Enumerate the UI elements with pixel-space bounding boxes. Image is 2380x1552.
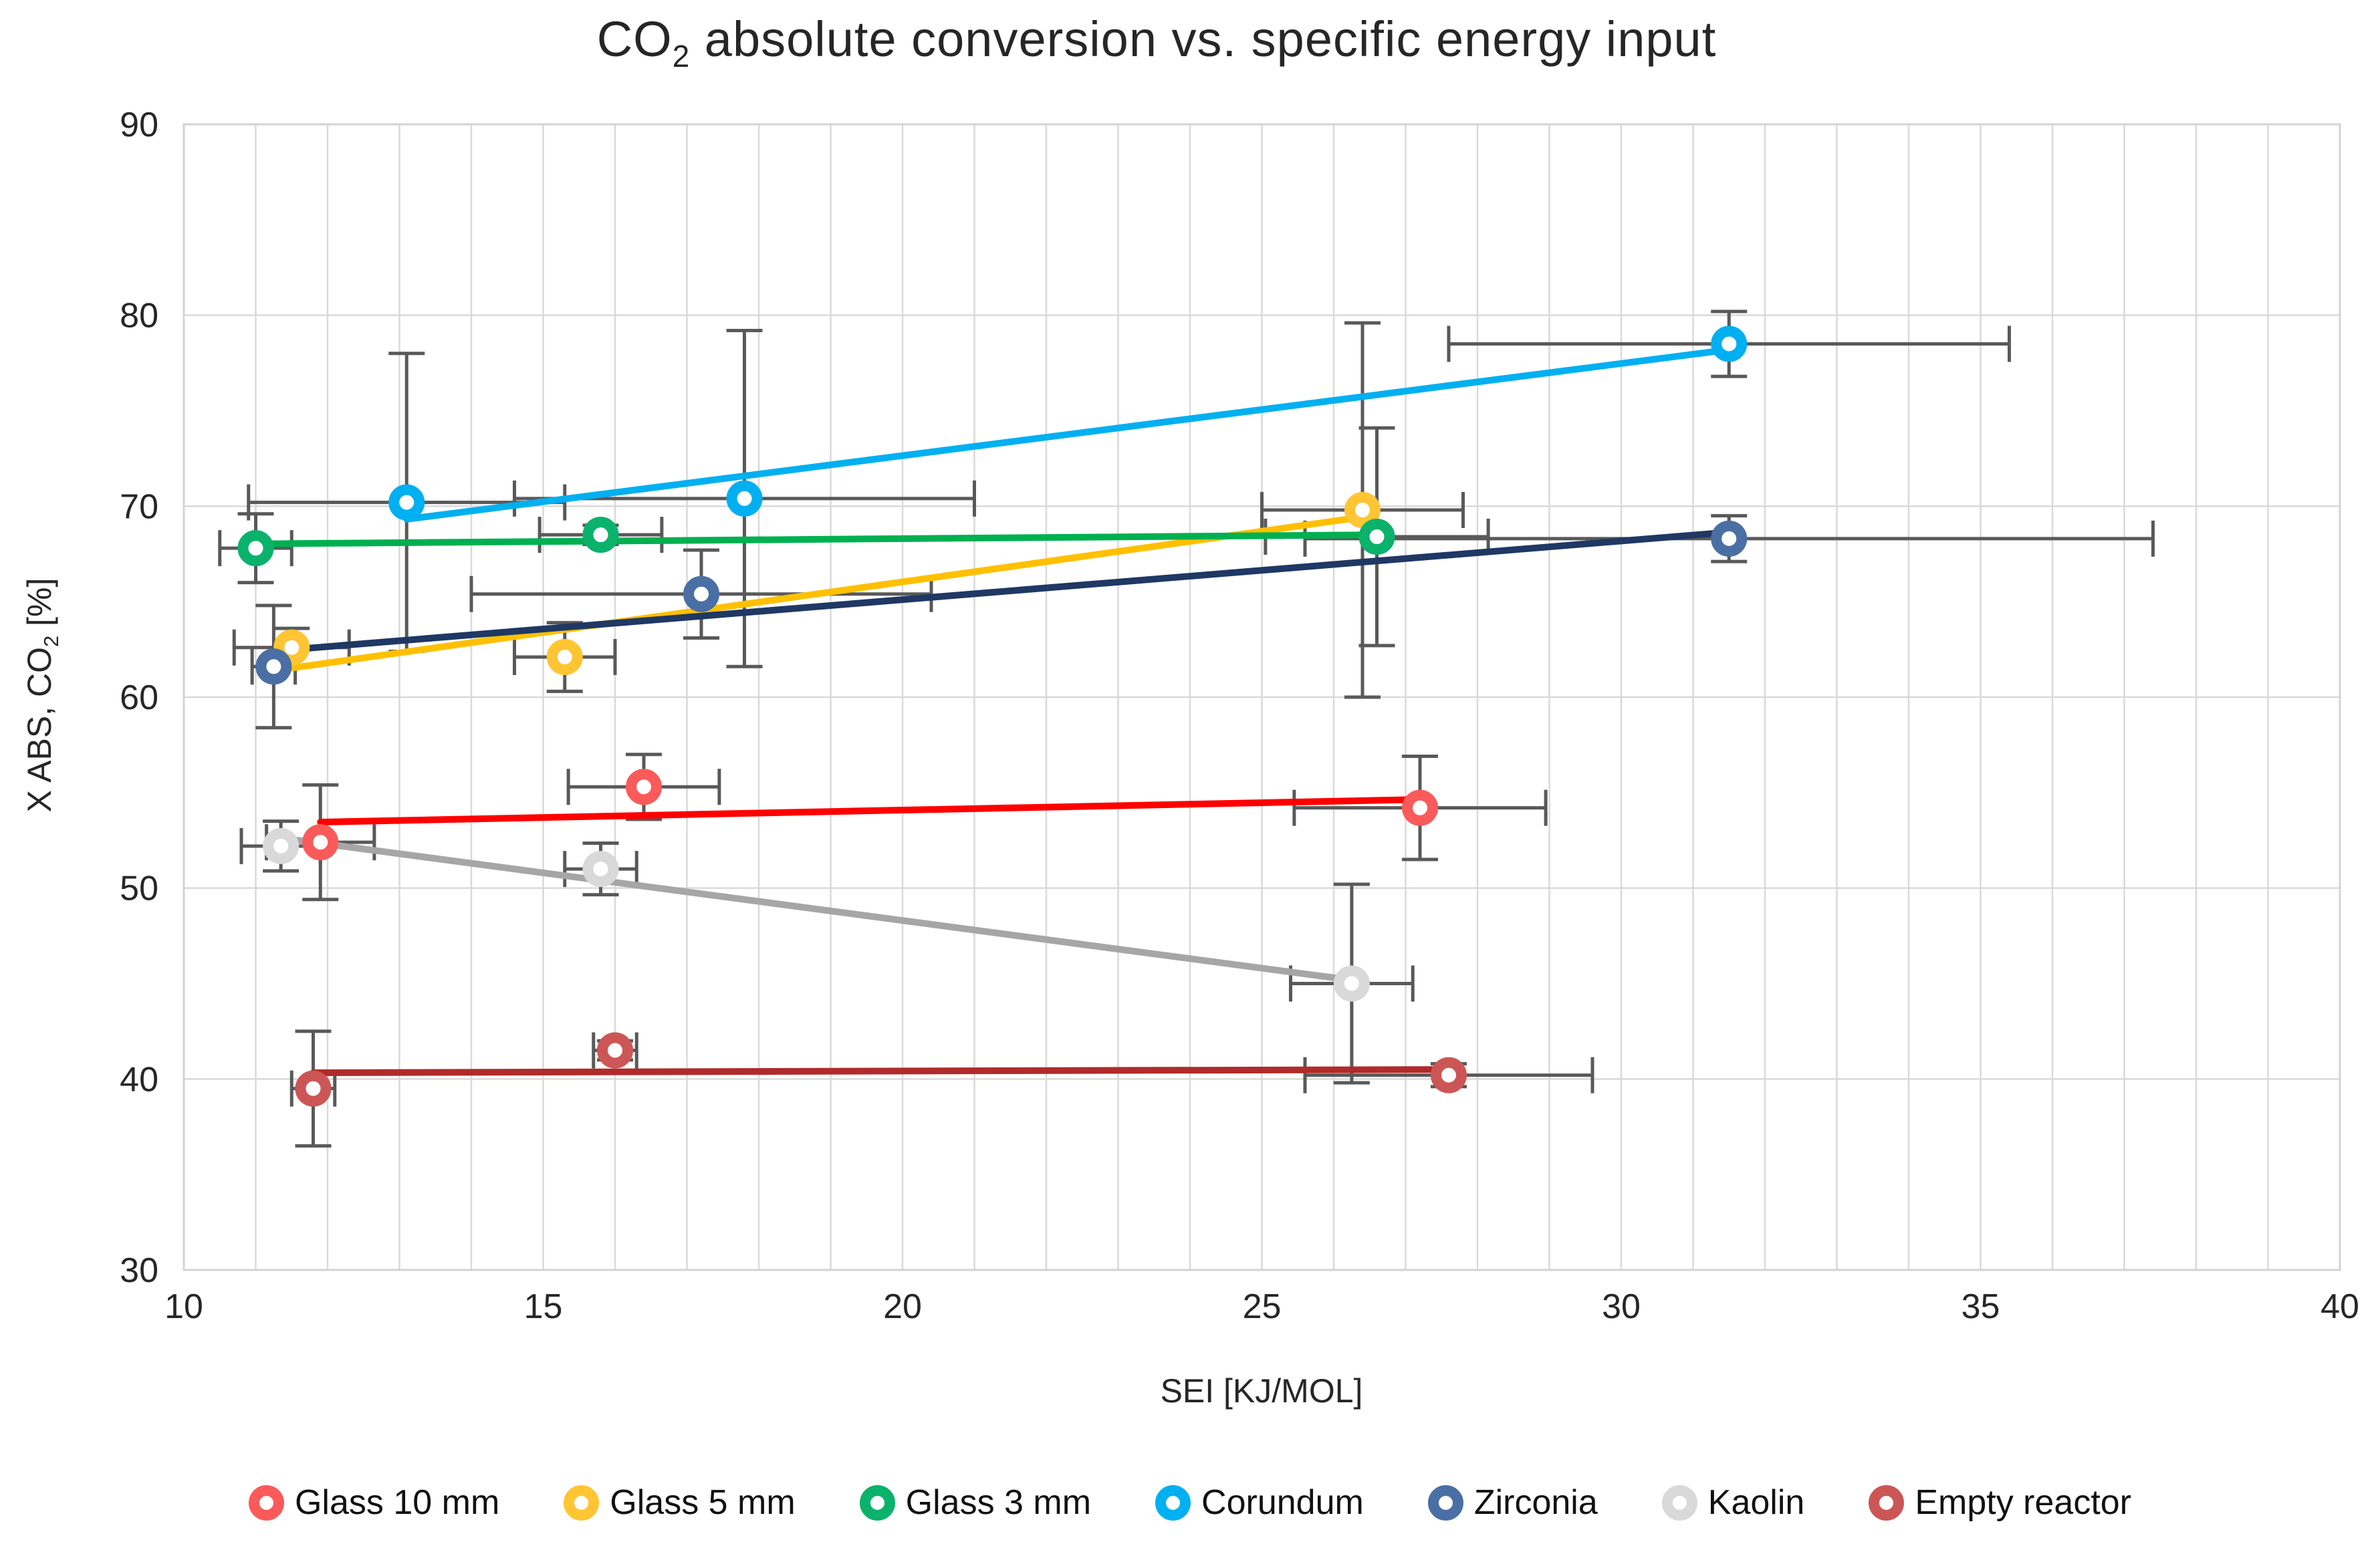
legend-marker-icon	[564, 1484, 600, 1521]
x-tick-label: 35	[1961, 1287, 2000, 1326]
legend-marker-icon	[248, 1484, 284, 1521]
series-glass-10-mm	[302, 769, 1438, 861]
x-tick-label: 20	[883, 1287, 922, 1326]
error-bars-empty-reactor	[289, 1029, 1594, 1148]
trendlines	[252, 346, 1733, 1076]
series-zirconia	[255, 520, 1748, 685]
y-tick-label: 50	[120, 870, 158, 908]
legend-label: Kaolin	[1707, 1483, 1805, 1522]
legend-label: Zirconia	[1473, 1483, 1598, 1522]
chart-title-text: CO	[596, 11, 673, 67]
data-point-marker	[302, 824, 339, 861]
legend-item-glass-3-mm: Glass 3 mm	[859, 1482, 1092, 1523]
data-point-marker	[1344, 492, 1381, 529]
legend-label: Glass 10 mm	[294, 1483, 500, 1522]
gridlines	[183, 123, 2341, 1271]
data-point-marker	[1711, 326, 1748, 362]
y-tick-label: 30	[120, 1251, 158, 1290]
data-markers	[237, 326, 1748, 1107]
chart-title: CO2 absolute conversion vs. specific ene…	[0, 11, 2313, 74]
y-tick-label: 70	[120, 487, 158, 526]
y-tick-label: 80	[120, 297, 158, 336]
data-point-marker	[295, 1070, 332, 1107]
trendline-empty-reactor	[310, 1066, 1452, 1076]
legend-marker-icon	[1427, 1484, 1463, 1521]
legend-marker-icon	[1661, 1484, 1697, 1521]
data-point-marker	[255, 648, 292, 685]
series-corundum	[388, 326, 1748, 521]
series-empty-reactor	[295, 1032, 1467, 1107]
trendline-glass-3-mm	[252, 531, 1381, 547]
legend-item-corundum: Corundum	[1155, 1482, 1364, 1523]
error-bars-zirconia	[250, 514, 2155, 730]
legend-item-kaolin: Kaolin	[1661, 1482, 1805, 1523]
data-point-marker	[726, 480, 763, 517]
data-point-marker	[388, 484, 425, 521]
legend-label: Glass 5 mm	[610, 1483, 796, 1522]
error-bars-kaolin	[239, 819, 1415, 1085]
data-point-marker	[546, 639, 583, 676]
y-tick-label: 60	[120, 678, 158, 717]
y-axis-title-text: X ABS, CO	[21, 647, 58, 813]
trendline-kaolin	[277, 834, 1355, 984]
y-tick-label: 40	[120, 1060, 158, 1099]
trendline-zirconia	[270, 529, 1733, 654]
data-point-marker	[683, 575, 719, 612]
legend-marker-icon	[1869, 1484, 1905, 1521]
trendline-corundum	[403, 346, 1733, 523]
error-bars-corundum	[247, 309, 2011, 668]
data-point-marker	[1431, 1057, 1467, 1093]
legend-label: Glass 3 mm	[905, 1483, 1092, 1522]
data-point-marker	[582, 851, 619, 888]
x-tick-label: 40	[2320, 1287, 2359, 1326]
data-point-marker	[582, 517, 619, 553]
error-bars	[218, 309, 2155, 1148]
legend-item-zirconia: Zirconia	[1427, 1482, 1598, 1523]
y-axis-title: X ABS, CO2 [%]	[20, 160, 63, 1230]
data-point-marker	[1402, 789, 1438, 826]
trendline-glass-10-mm	[317, 796, 1423, 825]
x-tick-label: 25	[1243, 1287, 1282, 1326]
legend-label: Empty reactor	[1915, 1483, 2131, 1522]
y-axis-title-text-cont: [%]	[21, 577, 58, 636]
x-tick-label: 15	[524, 1287, 563, 1326]
legend-marker-icon	[1155, 1484, 1191, 1521]
data-point-marker	[597, 1032, 633, 1069]
y-axis-title-subscript: 2	[39, 635, 63, 648]
chart-title-text-cont: absolute conversion vs. specific energy …	[690, 11, 1717, 67]
legend-item-empty-reactor: Empty reactor	[1869, 1482, 2131, 1523]
data-point-marker	[626, 769, 662, 805]
legend-item-glass-10-mm: Glass 10 mm	[248, 1482, 500, 1523]
data-point-marker	[1333, 965, 1370, 1002]
y-tick-label: 90	[120, 106, 158, 144]
legend-marker-icon	[859, 1484, 895, 1521]
plot-border	[183, 123, 2341, 1271]
x-axis-title: SEI [KJ/MOL]	[927, 1372, 1596, 1410]
data-point-marker	[263, 827, 300, 864]
legend-item-glass-5-mm: Glass 5 mm	[564, 1482, 796, 1523]
data-point-marker	[1711, 520, 1748, 557]
trendline-glass-5-mm	[288, 513, 1366, 672]
x-axis-title-text: SEI [KJ/MOL]	[1160, 1372, 1363, 1410]
chart-title-subscript: 2	[672, 38, 691, 74]
data-point-marker	[1358, 519, 1395, 555]
data-point-marker	[237, 530, 274, 567]
series-kaolin	[263, 827, 1370, 1002]
legend: Glass 10 mm Glass 5 mm Glass 3 mm Corundum Z…	[0, 1482, 2380, 1523]
series-glass-3-mm	[237, 517, 1395, 567]
error-bars-glass-10-mm	[265, 753, 1548, 902]
legend-label: Corundum	[1201, 1483, 1364, 1522]
tick-labels: 10 15 20 25 30 35 40 30 40 50 60 70 80 90	[120, 106, 2359, 1326]
x-tick-label: 30	[1602, 1287, 1641, 1326]
x-tick-label: 10	[164, 1287, 203, 1326]
